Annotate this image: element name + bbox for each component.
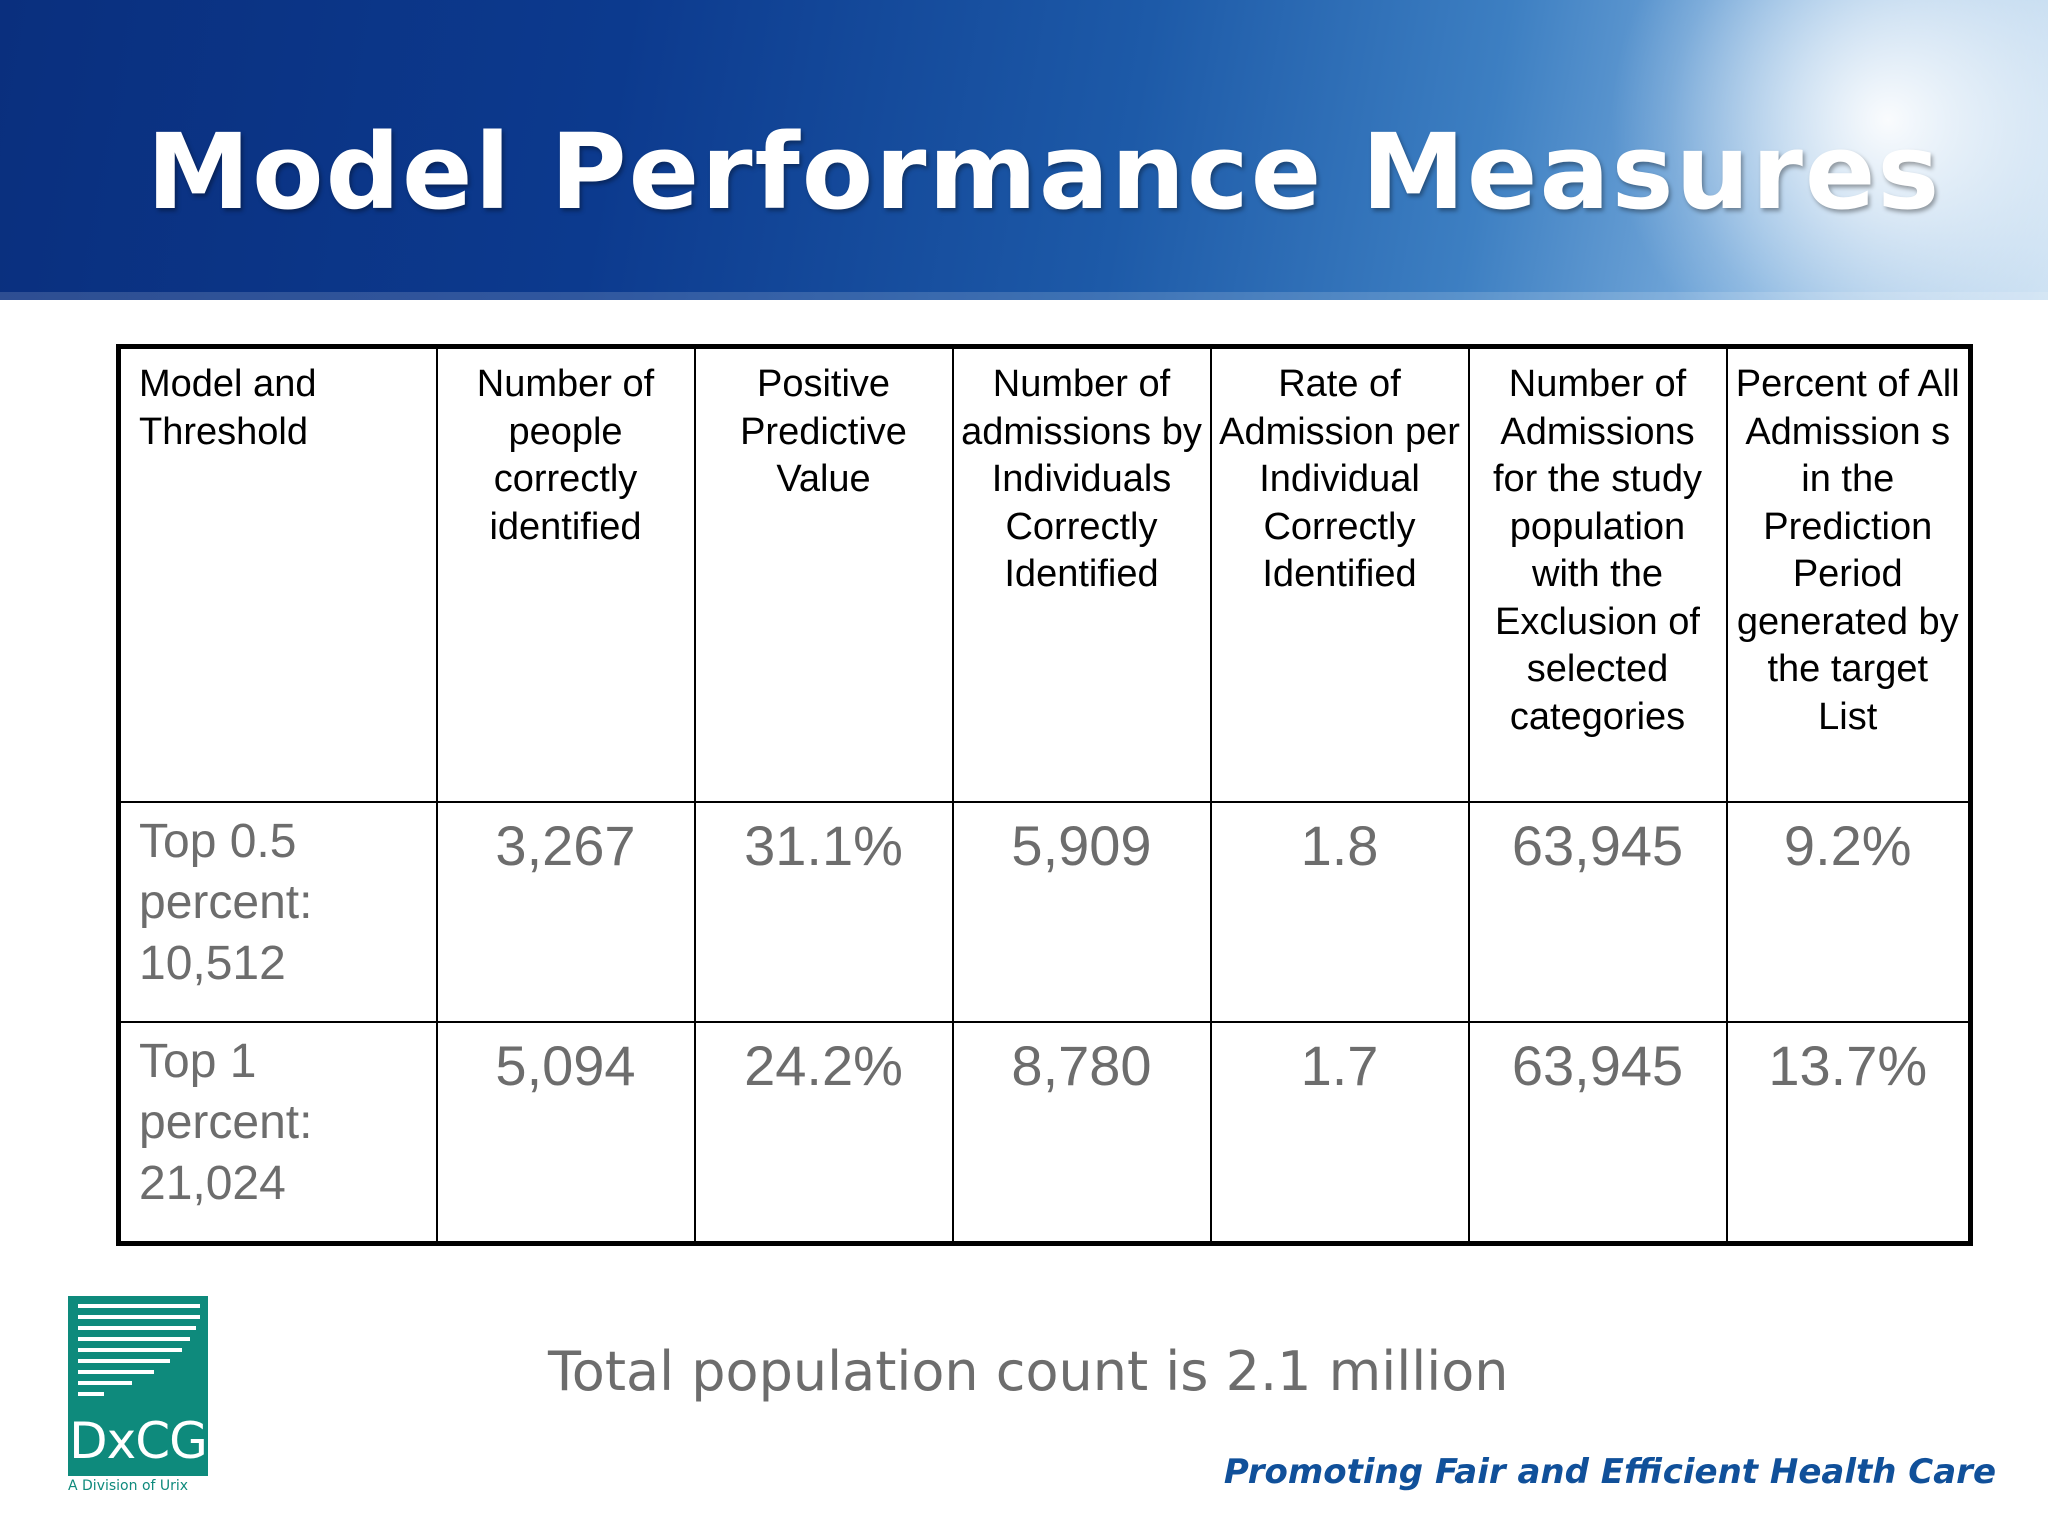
- header-admissions-identified: Number of admissions by Individuals Corr…: [951, 345, 1212, 803]
- header-people-identified: Number of people correctly identified: [435, 345, 696, 803]
- header-divider: [0, 292, 2048, 300]
- cell-percent-admissions: 9.2%: [1725, 801, 1972, 1023]
- logo-mark: DxCG: [68, 1296, 208, 1476]
- dxcg-logo: DxCG A Division of Urix: [68, 1296, 208, 1494]
- cell-study-admissions: 63,945: [1467, 1021, 1728, 1245]
- header-admission-rate: Rate of Admission per Individual Correct…: [1209, 345, 1470, 803]
- logo-subtitle: A Division of Urix: [68, 1478, 189, 1494]
- table-row: Top 0.5 percent: 10,512 3,267 31.1% 5,90…: [117, 801, 1972, 1023]
- slide-title: Model Performance Measures: [146, 111, 1942, 233]
- cell-people-identified: 5,094: [435, 1021, 696, 1245]
- population-note: Total population count is 2.1 million: [548, 1340, 1509, 1403]
- row-label: Top 0.5 percent: 10,512: [117, 801, 438, 1023]
- header-study-admissions: Number of Admissions for the study popul…: [1467, 345, 1728, 803]
- cell-people-identified: 3,267: [435, 801, 696, 1023]
- cell-admission-rate: 1.7: [1209, 1021, 1470, 1245]
- cell-admissions-identified: 8,780: [951, 1021, 1212, 1245]
- header-model-threshold: Model and Threshold: [117, 345, 438, 803]
- header-light-flare: [1608, 0, 2048, 300]
- header-percent-admissions: Percent of All Admission s in the Predic…: [1725, 345, 1972, 803]
- cell-percent-admissions: 13.7%: [1725, 1021, 1972, 1245]
- slide-header: [0, 0, 2048, 300]
- row-label: Top 1 percent: 21,024: [117, 1021, 438, 1245]
- logo-stripes: [78, 1304, 200, 1403]
- table-header-row: Model and Threshold Number of people cor…: [117, 345, 1972, 803]
- performance-table: Model and Threshold Number of people cor…: [116, 344, 1973, 1246]
- logo-wordmark: DxCG: [69, 1412, 208, 1470]
- cell-ppv: 24.2%: [693, 1021, 954, 1245]
- table-row: Top 1 percent: 21,024 5,094 24.2% 8,780 …: [117, 1021, 1972, 1245]
- cell-ppv: 31.1%: [693, 801, 954, 1023]
- header-ppv: Positive Predictive Value: [693, 345, 954, 803]
- footer-tagline: Promoting Fair and Efficient Health Care: [1223, 1452, 1996, 1492]
- cell-admissions-identified: 5,909: [951, 801, 1212, 1023]
- cell-admission-rate: 1.8: [1209, 801, 1470, 1023]
- cell-study-admissions: 63,945: [1467, 801, 1728, 1023]
